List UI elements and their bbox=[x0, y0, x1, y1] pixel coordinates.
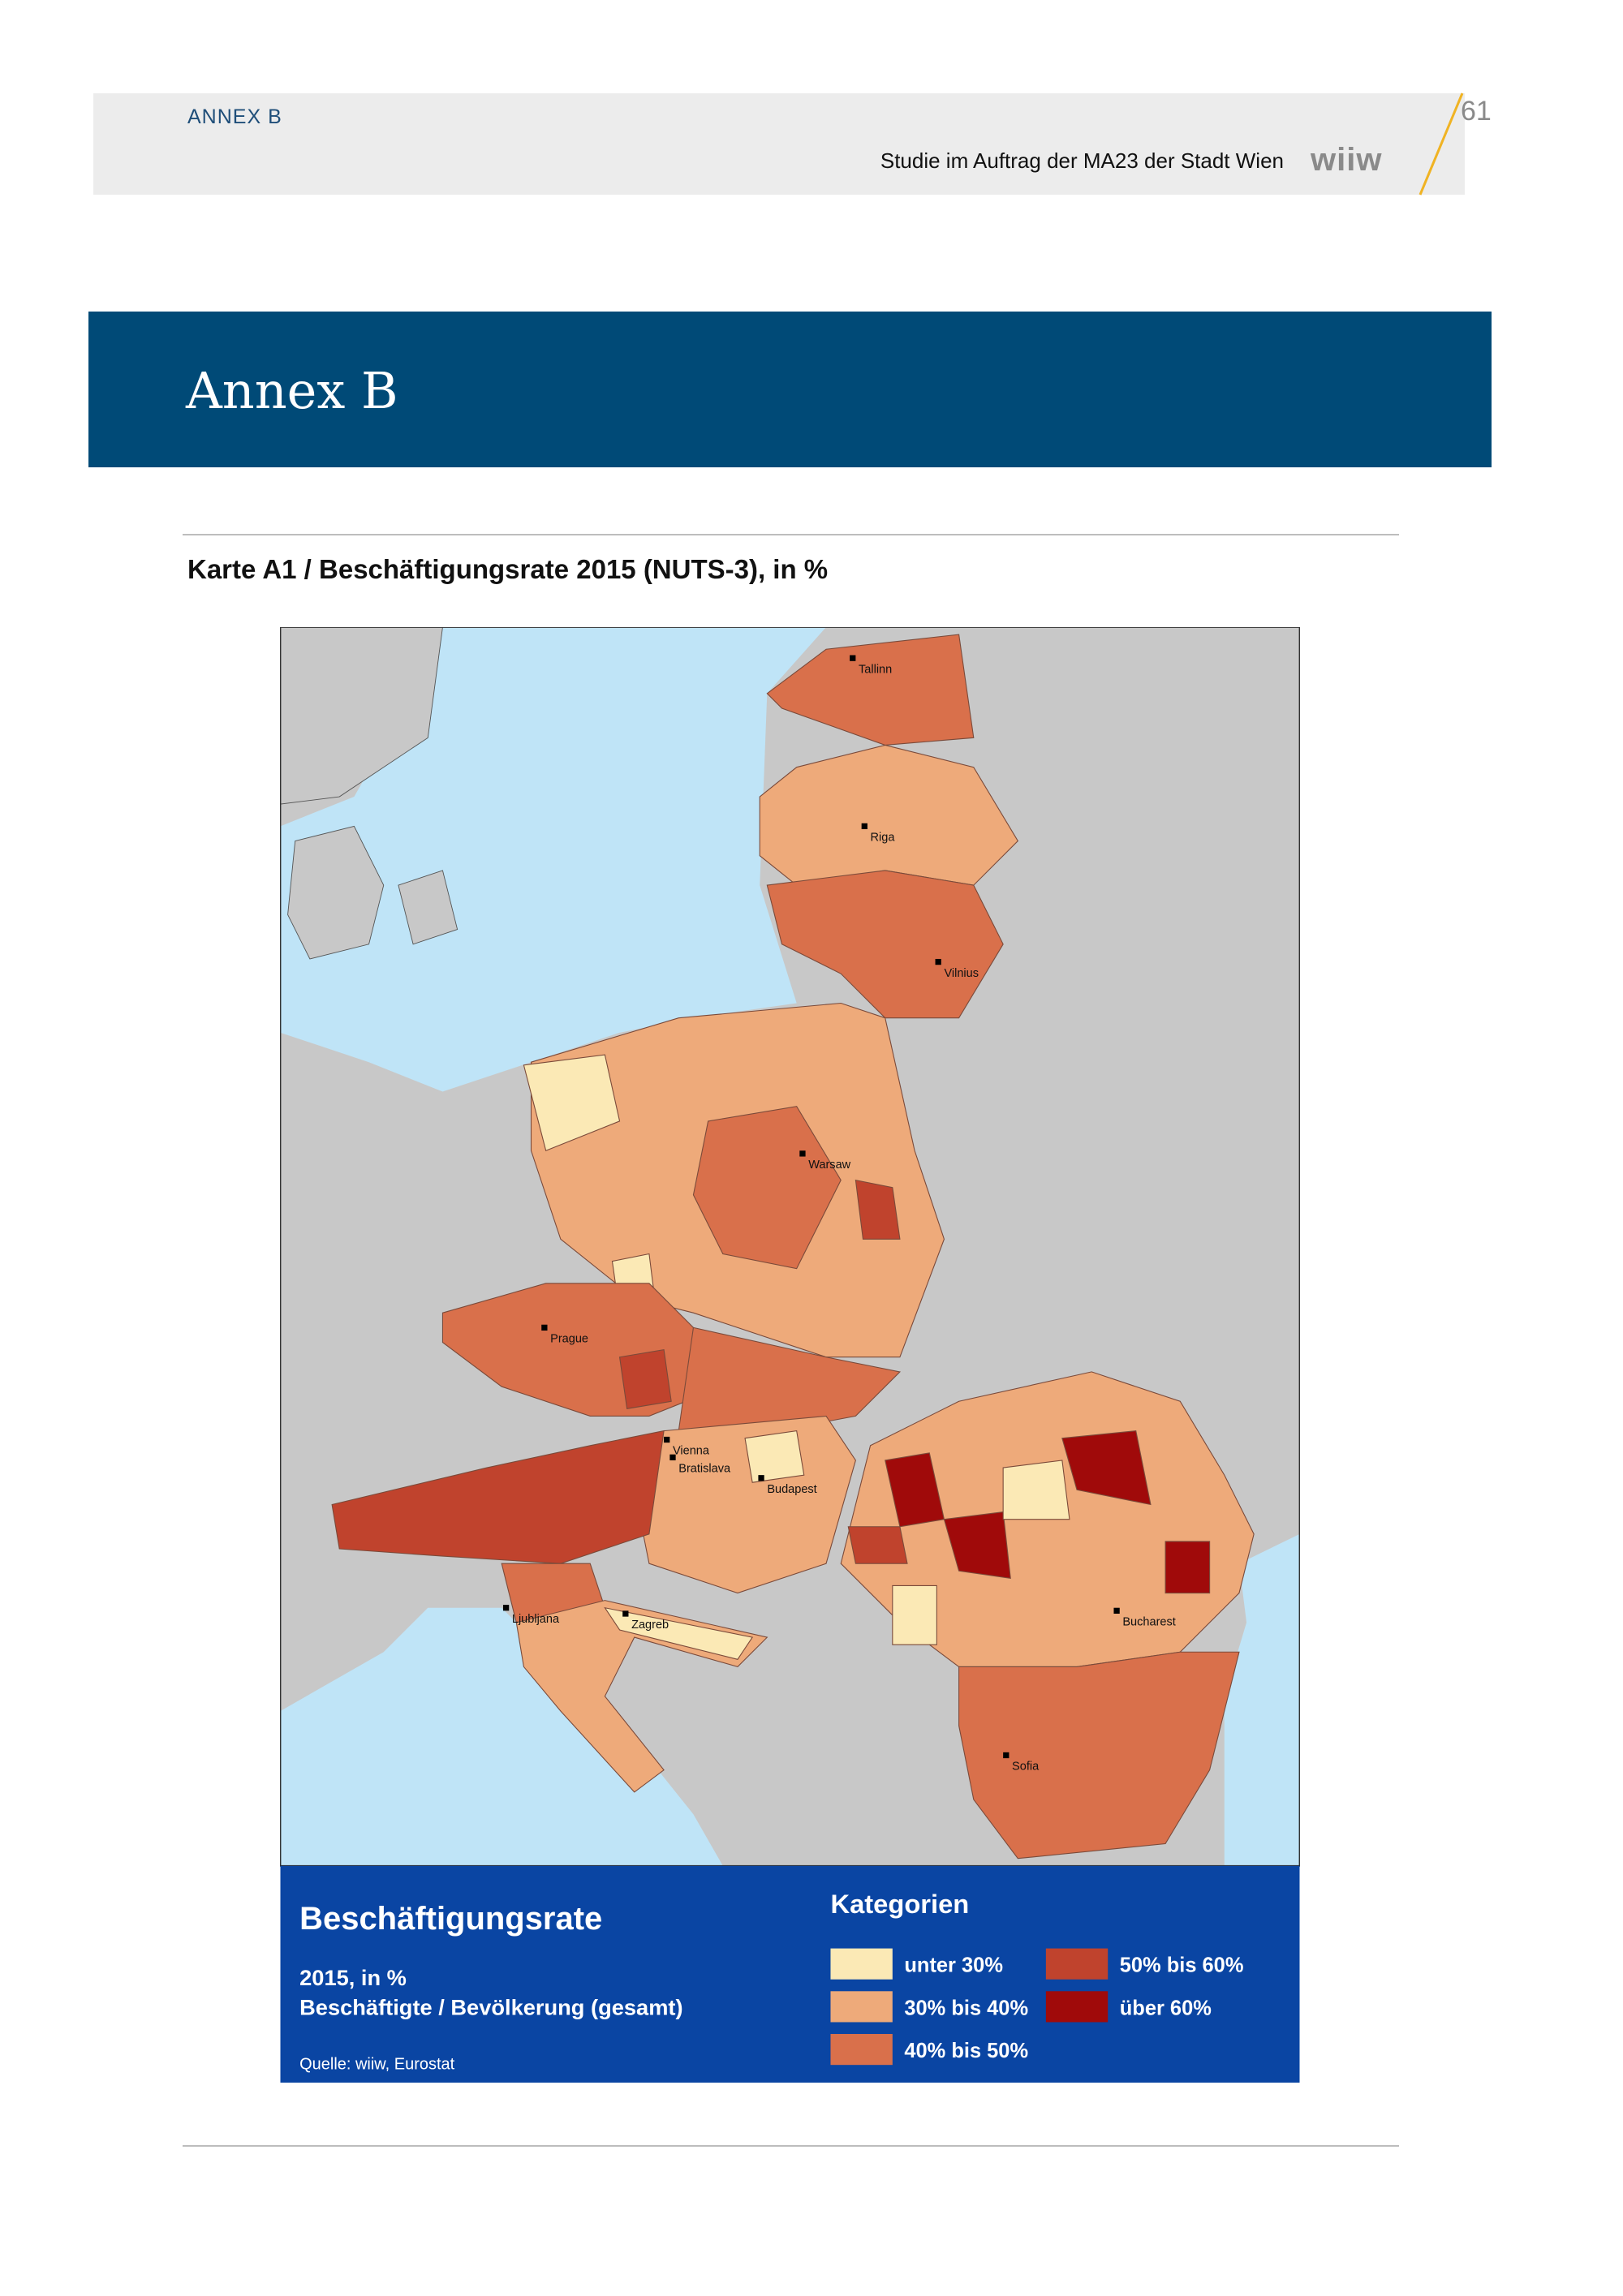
city-label: Bratislava bbox=[678, 1463, 731, 1476]
legend-label: über 60% bbox=[1120, 1997, 1212, 2019]
figure-title: Karte A1 / Beschäftigungsrate 2015 (NUTS… bbox=[187, 554, 829, 584]
logo: wiiw bbox=[1311, 142, 1383, 178]
header-band bbox=[93, 93, 1465, 195]
map: Tallinn Riga Vilnius Warsaw Prague Vienna Brat… bbox=[280, 627, 1300, 2083]
legend-line: 2015, in % bbox=[299, 1965, 407, 1990]
legend-label: 40% bis 50% bbox=[904, 2040, 1028, 2062]
city-label: Warsaw bbox=[808, 1159, 850, 1172]
city-label: Bucharest bbox=[1122, 1616, 1175, 1629]
legend-swatch bbox=[830, 1948, 893, 1980]
header-slash bbox=[1419, 92, 1464, 196]
city-label: Budapest bbox=[767, 1483, 816, 1496]
land-patches bbox=[280, 627, 458, 960]
section-label: ANNEX B bbox=[187, 105, 282, 128]
city-label: Sofia bbox=[1012, 1761, 1040, 1774]
legend-label: 30% bis 40% bbox=[904, 1997, 1028, 2019]
city-labels: Tallinn Riga Vilnius Warsaw Prague Vienna Brat… bbox=[502, 655, 1176, 1774]
legend-label: 50% bis 60% bbox=[1120, 1954, 1244, 1977]
city-label: Prague bbox=[550, 1333, 588, 1346]
city-dot bbox=[935, 958, 941, 965]
city-dot bbox=[861, 823, 867, 830]
city-dot bbox=[622, 1610, 629, 1617]
legend-source: Quelle: wiiw, Eurostat bbox=[299, 2056, 454, 2074]
legend-title: Beschäftigungsrate bbox=[299, 1901, 602, 1937]
city-label: Vienna bbox=[673, 1445, 710, 1458]
page-number: 61 bbox=[1461, 96, 1492, 127]
city-label: Tallinn bbox=[859, 663, 892, 676]
city-label: Zagreb bbox=[631, 1619, 669, 1632]
legend-heading: Kategorien bbox=[830, 1889, 969, 1919]
seas bbox=[280, 627, 1300, 1866]
banner-title: Annex B bbox=[186, 361, 398, 420]
city-dot bbox=[850, 655, 856, 661]
city-label: Riga bbox=[871, 832, 896, 845]
banner bbox=[88, 312, 1492, 467]
city-label: Vilnius bbox=[944, 967, 979, 980]
city-dot bbox=[669, 1454, 676, 1460]
legend-line: Beschäftigte / Bevölkerung (gesamt) bbox=[299, 1994, 682, 2019]
legend-swatch bbox=[830, 1991, 893, 2023]
city-dot bbox=[502, 1605, 510, 1611]
city-label: Ljubljana bbox=[512, 1613, 560, 1626]
legend-swatch bbox=[1045, 1948, 1109, 1980]
legend-label: unter 30% bbox=[904, 1954, 1003, 1977]
legend-categories: unter 30% 30% bis 40% 40% bis 50% 50% bis 6… bbox=[830, 1948, 1244, 2066]
city-dot bbox=[1113, 1607, 1120, 1614]
city-dot bbox=[758, 1475, 764, 1481]
rule bbox=[183, 2145, 1399, 2147]
city-dot bbox=[541, 1324, 548, 1331]
header-subtitle: Studie im Auftrag der MA23 der Stadt Wie… bbox=[880, 148, 1284, 173]
legend-swatch bbox=[830, 2034, 893, 2066]
city-dot bbox=[664, 1436, 670, 1443]
city-dot bbox=[799, 1150, 806, 1157]
rule bbox=[183, 534, 1399, 535]
legend-swatch bbox=[1045, 1991, 1109, 2023]
legend-box bbox=[280, 1865, 1300, 2083]
city-dot bbox=[1003, 1752, 1010, 1759]
regions bbox=[331, 634, 1255, 1860]
